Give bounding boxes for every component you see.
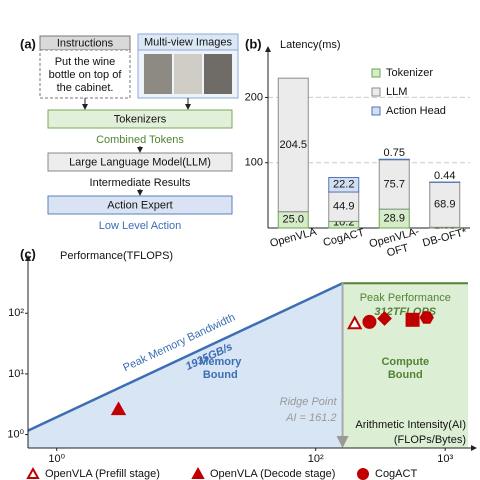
x-axis-unit: (FLOPs/Bytes)	[394, 434, 466, 446]
y-tick-label: 100	[245, 157, 263, 169]
legend-label: OpenVLA (Decode stage)	[210, 468, 335, 480]
legend-entry: OpenVLA (Prefill stage)	[26, 466, 160, 480]
legend-label: Action Head	[386, 105, 446, 117]
x-tick-label: CogACT	[322, 227, 366, 250]
value-label: 0.44	[434, 170, 455, 182]
point	[377, 311, 392, 326]
legend-swatch	[371, 106, 381, 116]
roof-memory	[27, 282, 344, 432]
bar-segment	[277, 77, 309, 213]
x-axis-label: Arithmetic Intensity(AI)	[355, 419, 466, 431]
y-axis-label: Performance(TFLOPS)	[60, 250, 173, 262]
step-box	[47, 109, 233, 129]
step: Large Language Model(LLM)	[69, 156, 211, 168]
x-tick-label: OpenVLA	[269, 226, 319, 250]
value-label: 0.75	[384, 147, 405, 159]
point	[191, 466, 205, 479]
y-tick-label: 10²	[8, 307, 24, 319]
step: Action Expert	[107, 199, 172, 211]
image	[204, 54, 232, 94]
region-label: Compute Bound	[381, 356, 429, 381]
peak-title: Peak Performance	[360, 292, 451, 304]
legend-entry: CogACT	[357, 468, 417, 480]
image	[174, 54, 202, 94]
instruction-box	[39, 49, 131, 99]
panel-label: (c)	[20, 246, 36, 261]
legend-label: CogACT	[375, 468, 417, 480]
step-output: Combined Tokens	[96, 134, 184, 146]
bar-segment	[378, 159, 410, 210]
step: Tokenizers	[114, 113, 167, 125]
step-box	[47, 195, 233, 215]
x-tick-label: 10²	[308, 453, 324, 465]
point	[419, 311, 434, 324]
bar-segment	[429, 181, 461, 228]
panel-a: (a) Instructions Put the wine bottle on …	[20, 33, 239, 232]
legend-label: OpenVLA (Prefill stage)	[45, 468, 160, 480]
x-tick-label: 10³	[437, 453, 453, 465]
instruction: Put the wine	[55, 56, 116, 68]
step-output: Intermediate Results	[90, 177, 191, 189]
y-tick-label: 200	[245, 91, 263, 103]
panel-label: (b)	[245, 36, 262, 51]
value-label: 44.9	[333, 201, 354, 213]
point	[110, 401, 127, 416]
value-label: 28.9	[384, 212, 405, 224]
legend-entry: OpenVLA (Decode stage)	[191, 466, 335, 480]
point	[346, 315, 363, 330]
instruction: the cabinet.	[57, 82, 114, 94]
image	[144, 54, 172, 94]
legend-swatch	[371, 87, 381, 97]
region-label: Memory Bound	[199, 356, 242, 381]
header: Instructions	[57, 37, 114, 49]
compute-region	[342, 283, 468, 448]
value-label: 75.7	[384, 178, 405, 190]
y-tick-label: 10⁰	[7, 428, 24, 440]
panel-label: (a)	[20, 36, 36, 51]
step-output: Low Level Action	[99, 220, 182, 232]
step-box	[47, 152, 233, 172]
y-axis-label: Latency(ms)	[280, 39, 341, 51]
x-tick-label: OpenVLA-OFT	[368, 225, 424, 263]
bar-segment	[328, 191, 360, 222]
value-label: 25.0	[283, 214, 304, 226]
point	[362, 314, 377, 329]
x-tick-label: 10⁰	[48, 453, 65, 465]
point	[405, 312, 420, 327]
point	[357, 468, 369, 480]
value-label: 22.2	[333, 179, 354, 191]
legend-swatch	[371, 68, 381, 78]
instruction: bottle on top of	[49, 69, 123, 81]
y-tick-label: 10¹	[8, 368, 24, 380]
ridge-label: AI = 161.2	[285, 412, 336, 424]
point	[26, 466, 40, 479]
memory-region	[28, 283, 343, 448]
header: Multi-view Images	[144, 36, 233, 48]
legend-label: LLM	[386, 86, 407, 98]
value-label: 68.9	[434, 199, 455, 211]
value-label: 204.5	[279, 139, 307, 151]
bar-segment	[328, 177, 360, 193]
legend-label: Tokenizer	[386, 67, 433, 79]
ridge-title: Ridge Point	[280, 396, 338, 408]
